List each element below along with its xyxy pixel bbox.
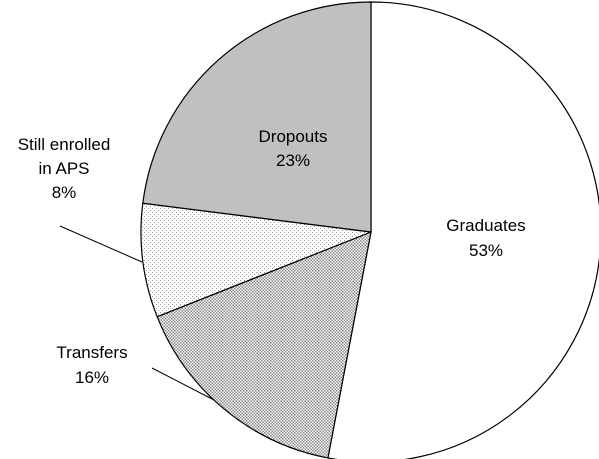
label-transfers-value: 16% <box>75 368 109 387</box>
label-still-enrolled-line1: Still enrolled <box>18 135 111 154</box>
pie-slice-graduates <box>327 1 599 459</box>
pie-slice-transfers <box>156 231 372 459</box>
label-graduates-name: Graduates <box>446 216 525 235</box>
label-graduates-value: 53% <box>469 241 503 260</box>
leader-lines <box>59 225 215 401</box>
pie-slices <box>140 1 599 459</box>
leader-line-still-enrolled <box>59 225 143 263</box>
label-still-enrolled-value: 8% <box>52 183 77 202</box>
label-transfers-name: Transfers <box>56 343 127 362</box>
pie-slice-dropouts <box>142 1 372 233</box>
label-dropouts-name: Dropouts <box>259 127 328 146</box>
pie-slice-still-enrolled-in-aps <box>140 202 372 318</box>
label-still-enrolled-line2: in APS <box>38 159 89 178</box>
leader-line-transfers <box>151 367 215 401</box>
label-dropouts-value: 23% <box>276 151 310 170</box>
